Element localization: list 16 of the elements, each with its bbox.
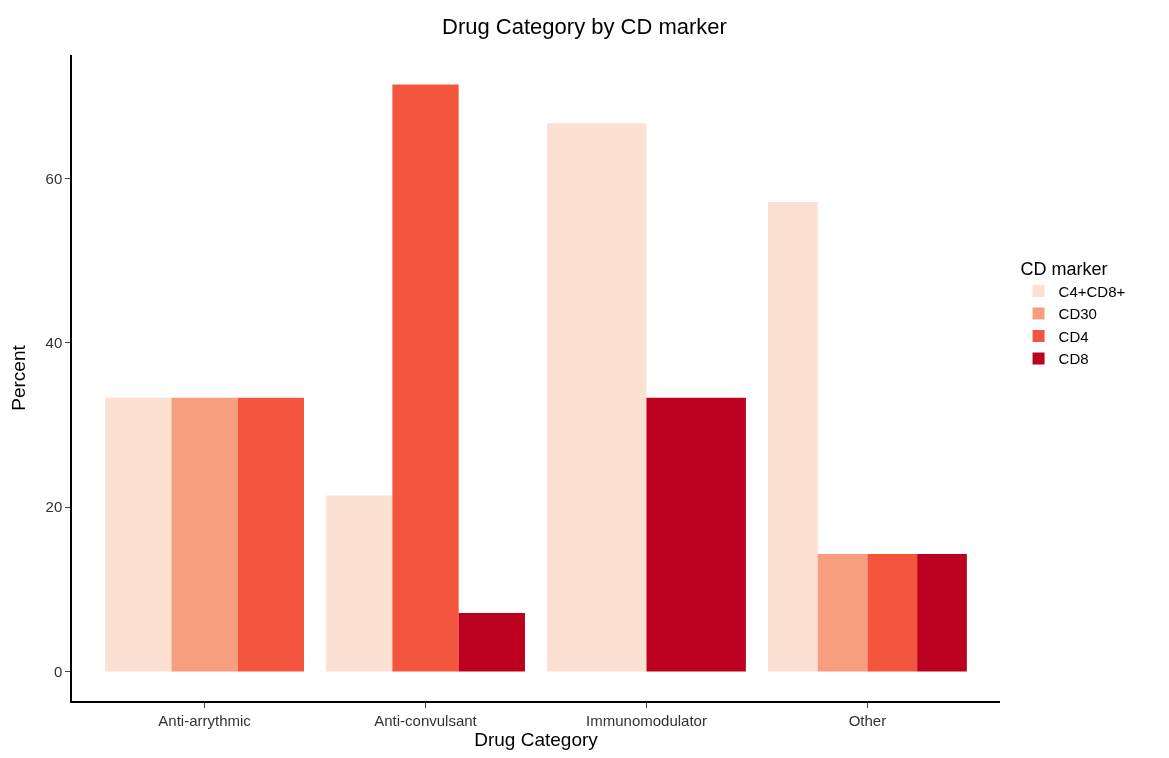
legend-label: CD8 <box>1058 350 1089 368</box>
x-tick-label: Anti-convulsant <box>374 711 478 729</box>
x-axis-title: Drug Category <box>474 728 599 750</box>
y-tick-label: 40 <box>45 333 63 351</box>
y-tick-label: 20 <box>45 498 63 516</box>
chart-title: Drug Category by CD marker <box>442 14 727 40</box>
legend-label: CD4 <box>1058 327 1089 345</box>
x-tick-label: Anti-arrythmic <box>158 711 252 729</box>
legend-label: C4+CD8+ <box>1058 282 1126 300</box>
y-tick-label: 60 <box>45 169 63 187</box>
legend-label: CD30 <box>1058 305 1097 323</box>
y-axis-title: Percent <box>7 344 29 411</box>
x-tick-label: Immunomodulator <box>586 711 707 729</box>
legend-title: CD marker <box>1020 258 1108 279</box>
y-tick-label: 0 <box>53 662 63 680</box>
x-tick-label: Other <box>848 711 887 729</box>
